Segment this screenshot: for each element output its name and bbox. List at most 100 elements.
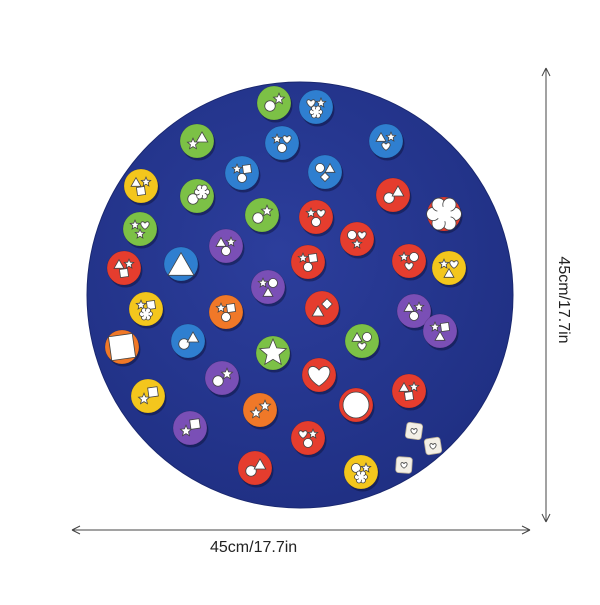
token — [264, 125, 301, 163]
token — [290, 420, 327, 458]
heart-icon — [307, 366, 331, 387]
token — [224, 155, 261, 193]
circle-icon — [311, 217, 321, 227]
token — [204, 360, 241, 398]
circle-icon — [409, 252, 419, 262]
token — [426, 196, 463, 234]
triangle-icon — [443, 267, 455, 278]
token — [208, 228, 245, 266]
token — [307, 154, 344, 192]
star-icon — [408, 381, 420, 392]
token — [391, 373, 428, 411]
star-icon — [438, 258, 450, 269]
circle-icon — [245, 465, 257, 477]
circle-icon — [264, 100, 276, 112]
triangle-icon — [186, 331, 200, 343]
circle-icon — [409, 311, 419, 321]
star-icon — [258, 399, 272, 412]
heart-icon — [298, 430, 308, 439]
square-icon — [403, 390, 415, 402]
flower-icon — [354, 470, 368, 484]
heart-icon — [429, 443, 437, 450]
square-icon — [145, 299, 157, 311]
star-icon — [429, 321, 441, 332]
token — [339, 221, 376, 259]
token — [391, 243, 428, 281]
heart-icon — [357, 342, 367, 351]
token — [344, 323, 381, 361]
token — [304, 290, 341, 328]
star-icon — [272, 92, 286, 105]
flower-icon — [309, 105, 323, 119]
token — [172, 410, 209, 448]
token — [179, 178, 216, 216]
heart-icon — [306, 99, 316, 108]
token — [242, 392, 279, 430]
star-icon — [307, 428, 319, 439]
square-icon — [147, 386, 159, 398]
star-icon — [179, 424, 193, 437]
token — [208, 294, 245, 332]
star-icon — [257, 277, 269, 288]
star-icon — [258, 337, 288, 366]
token — [298, 89, 335, 127]
token — [128, 291, 165, 329]
token — [343, 454, 380, 492]
square-icon — [118, 267, 130, 279]
token — [123, 168, 160, 206]
triangle-icon — [113, 258, 125, 269]
star-icon — [215, 302, 227, 313]
star-icon — [225, 236, 237, 247]
star-icon — [134, 228, 146, 239]
star-icon — [315, 96, 327, 108]
die — [395, 456, 413, 474]
heart-icon — [357, 231, 367, 240]
height-dimension-line — [541, 67, 551, 523]
token — [179, 123, 216, 161]
token — [422, 313, 459, 351]
star-icon — [398, 251, 410, 262]
star-icon — [123, 258, 135, 269]
triangle-icon — [215, 236, 227, 247]
circle-icon — [252, 212, 264, 224]
token — [244, 197, 281, 235]
star-icon — [305, 207, 317, 218]
star-icon — [220, 367, 234, 380]
heart-icon — [282, 135, 292, 144]
triangle-icon — [351, 331, 363, 342]
token — [130, 378, 167, 416]
token-group — [104, 85, 468, 492]
circle-icon — [303, 438, 313, 448]
token — [290, 244, 327, 282]
height-label: 45cm/17.7in — [555, 256, 572, 344]
star-icon — [360, 462, 372, 473]
circle-icon — [347, 230, 357, 240]
token — [396, 293, 433, 331]
triangle-icon — [253, 458, 267, 470]
token — [170, 323, 207, 361]
circle-icon — [315, 163, 325, 173]
star-icon — [385, 131, 397, 142]
die — [404, 421, 424, 441]
width-label: 45cm/17.7in — [210, 539, 298, 556]
triangle-icon — [130, 176, 142, 187]
token — [104, 329, 141, 367]
heart-icon — [404, 262, 414, 271]
square-icon — [107, 332, 137, 362]
heart-icon — [381, 142, 391, 151]
square-icon — [225, 302, 237, 314]
heart-icon — [140, 221, 150, 230]
flower-icon — [193, 184, 211, 200]
star-icon — [260, 204, 274, 217]
circle-icon — [342, 391, 370, 419]
circle-icon — [268, 278, 278, 288]
heart-icon — [410, 428, 418, 435]
circle-icon — [237, 173, 247, 183]
star-icon — [129, 219, 141, 230]
square-icon — [189, 418, 201, 430]
triangle-icon — [311, 305, 325, 317]
diamond-icon — [321, 298, 333, 310]
diamond-icon — [319, 171, 331, 183]
